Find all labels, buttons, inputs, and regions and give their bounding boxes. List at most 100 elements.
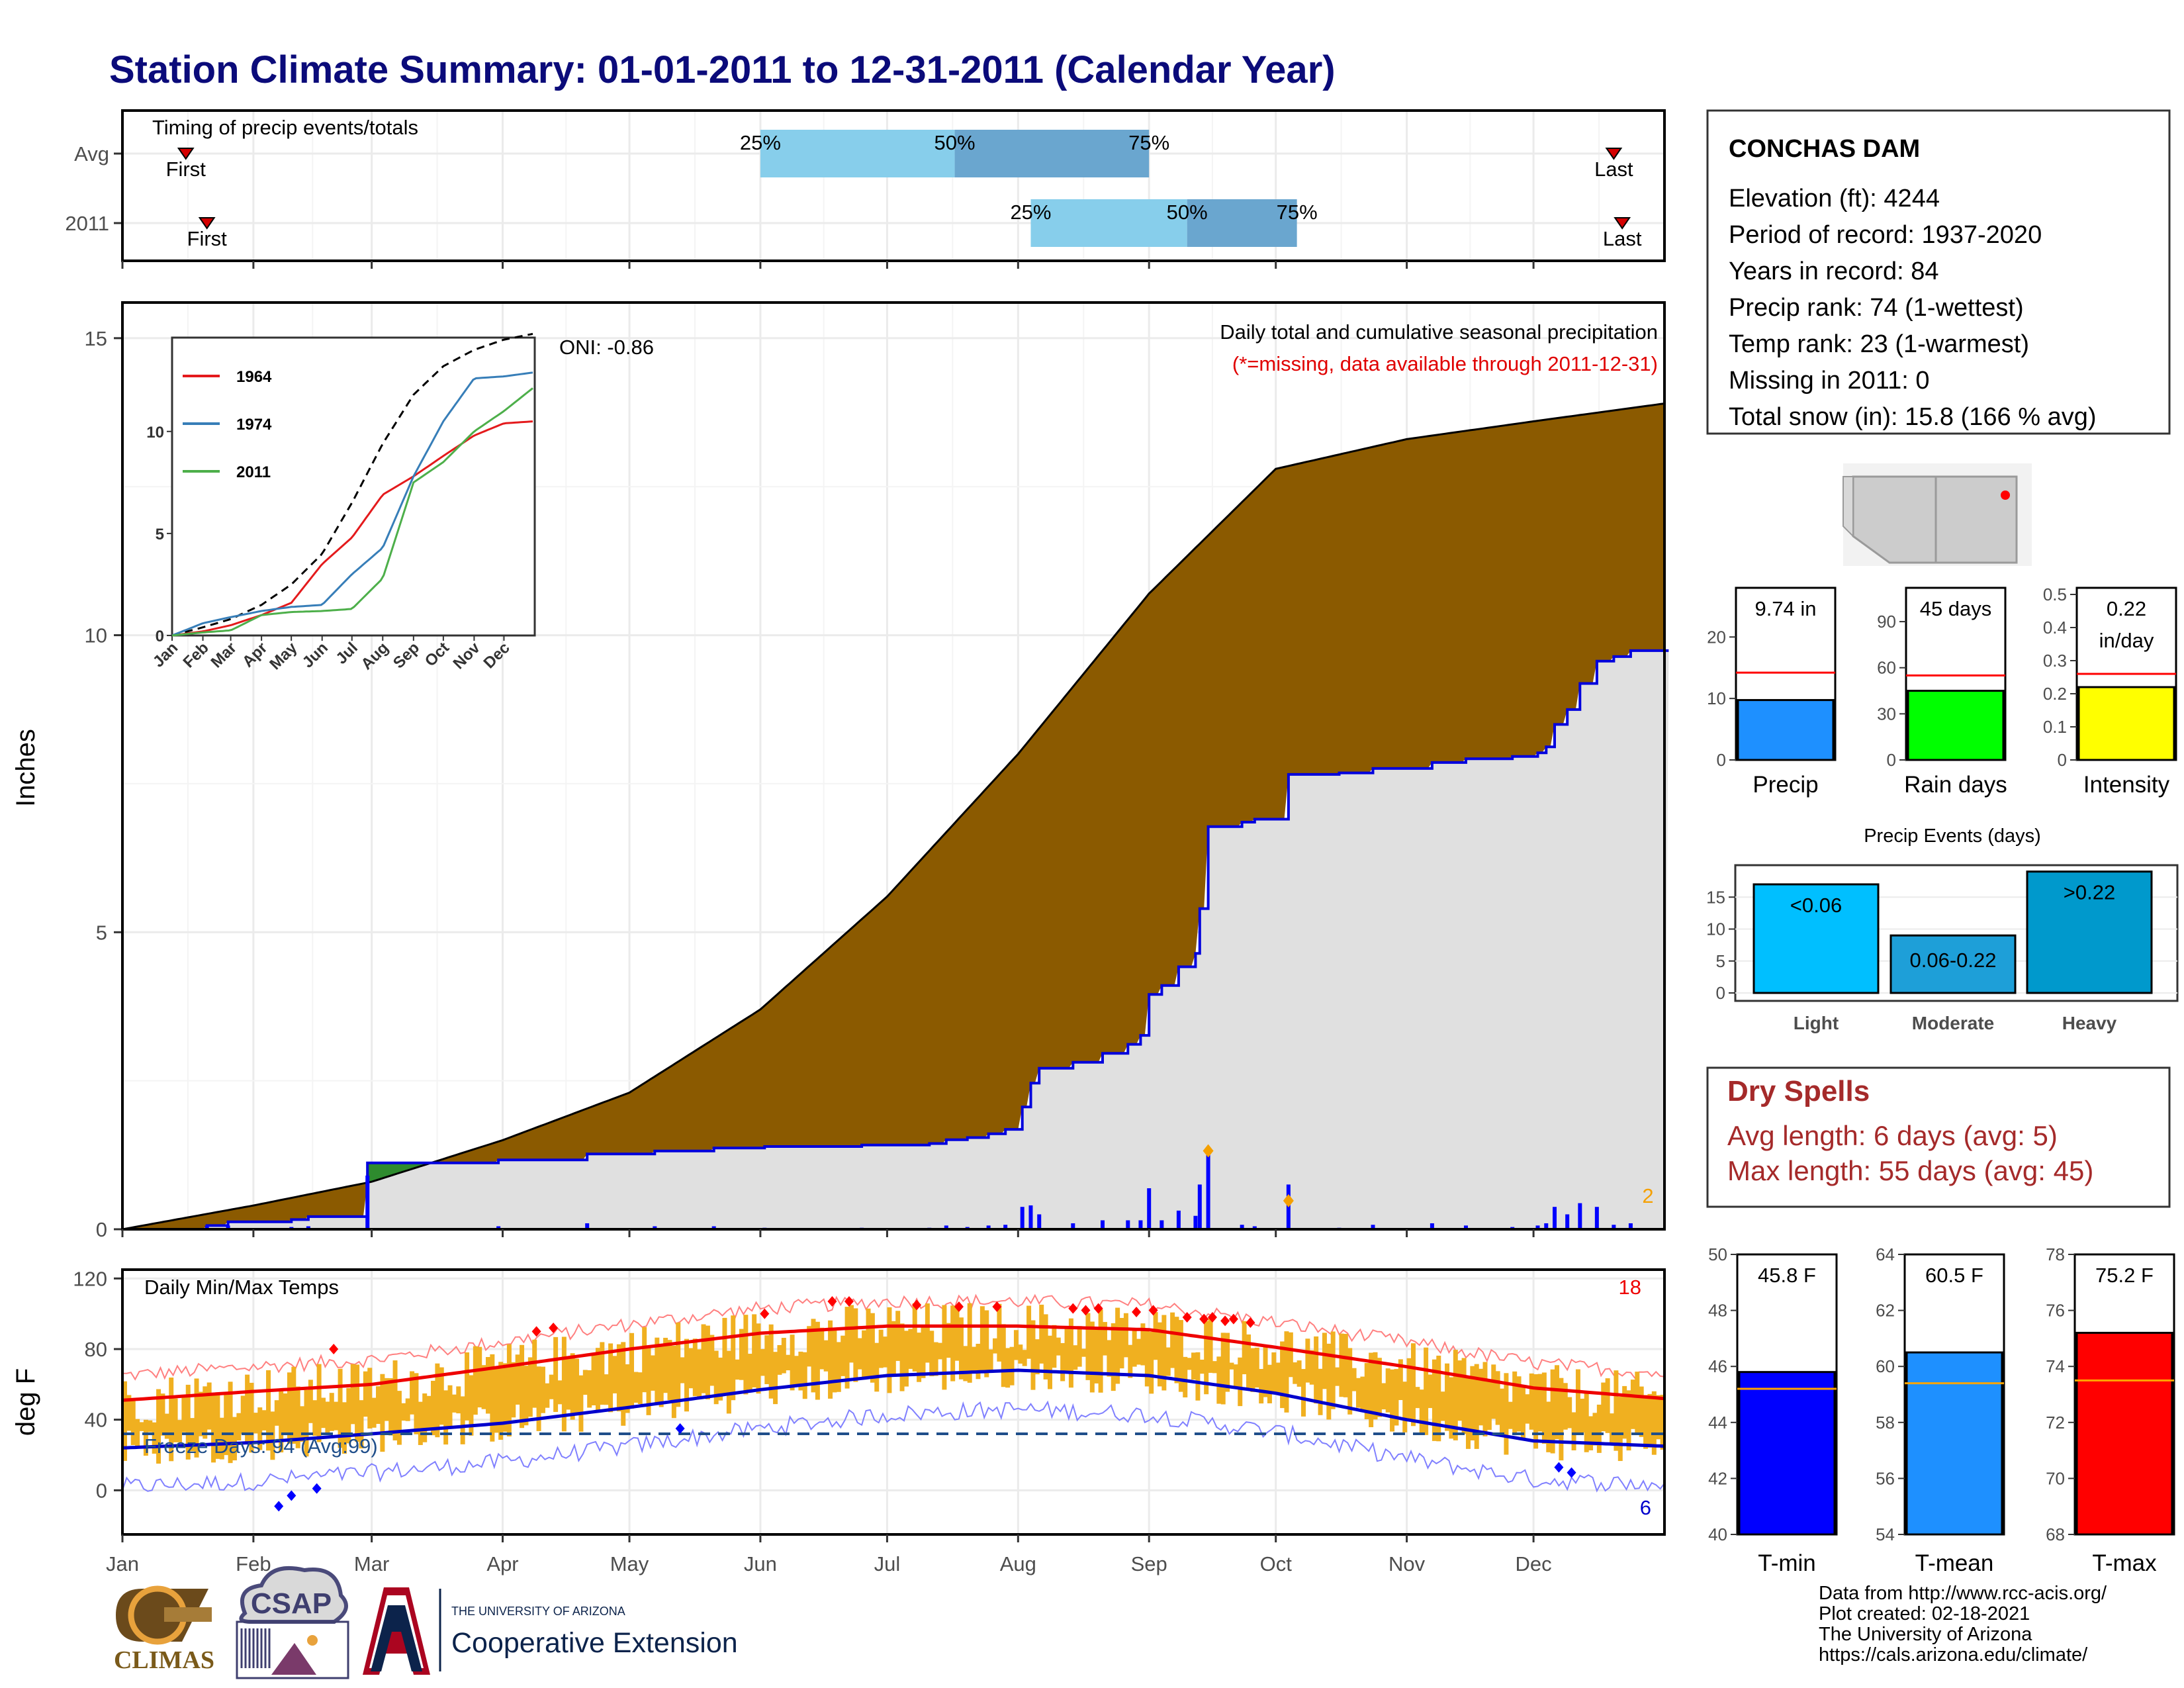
daily-temp-bar — [1402, 1382, 1408, 1432]
daily-temp-bar — [1284, 1331, 1289, 1413]
daily-temp-bar — [578, 1375, 584, 1432]
daily-temp-bar — [1009, 1346, 1015, 1385]
daily-precip-bar — [1147, 1188, 1152, 1229]
daily-temp-bar — [253, 1413, 258, 1434]
timing-q25-label: 25% — [740, 131, 781, 154]
csap-logo-frame — [236, 1620, 349, 1679]
daily-temp-bar — [270, 1411, 275, 1460]
daily-temp-bar — [697, 1349, 702, 1398]
daily-precip-bar — [1206, 1154, 1210, 1229]
daily-temp-bar — [460, 1396, 465, 1444]
daily-temp-bar — [490, 1354, 495, 1442]
daily-temp-bar — [1250, 1348, 1255, 1392]
daily-temp-bar — [1073, 1345, 1078, 1370]
daily-temp-bar — [561, 1336, 567, 1432]
daily-temp-bar — [1385, 1368, 1390, 1413]
temp-bar-y-tick-label: 64 — [1876, 1244, 1895, 1264]
daily-precip-bar — [306, 1226, 310, 1229]
daily-precip-bar — [226, 1225, 230, 1229]
summary-y-tick-label: 0.3 — [2043, 651, 2067, 671]
daily-temp-bar — [1068, 1318, 1073, 1388]
daily-temp-bar — [1555, 1365, 1560, 1440]
daily-temp-bar — [862, 1330, 867, 1378]
temp-bar-y-tick-label: 46 — [1708, 1356, 1727, 1376]
daily-temp-bar — [938, 1342, 943, 1360]
map-new-mexico — [1934, 475, 2018, 564]
daily-temp-bar — [1161, 1315, 1167, 1391]
precip-event-value-label: <0.06 — [1790, 894, 1842, 917]
record-low-marker — [675, 1423, 685, 1434]
daily-temp-bar — [148, 1420, 153, 1432]
timing-marker-label: Last — [1603, 227, 1642, 250]
daily-temp-bar — [338, 1368, 343, 1448]
daily-temp-bar — [1165, 1347, 1171, 1376]
daily-temp-bar — [979, 1306, 985, 1371]
record-high-marker — [760, 1308, 770, 1319]
inset-2011-line — [171, 387, 533, 637]
daily-temp-bar — [1178, 1320, 1183, 1392]
daily-temp-bar — [1060, 1342, 1066, 1382]
daily-temp-bar — [790, 1335, 795, 1391]
daily-temp-bar — [401, 1403, 406, 1421]
daily-temp-bar — [553, 1336, 559, 1412]
daily-precip-bar — [1628, 1223, 1633, 1229]
daily-temp-bar — [891, 1321, 896, 1377]
summary-y-tick-label: 0.2 — [2043, 684, 2067, 704]
daily-temp-bar — [261, 1410, 267, 1430]
daily-temp-bar — [1301, 1369, 1306, 1417]
daily-temp-bar — [1588, 1416, 1594, 1450]
daily-temp-bar — [650, 1355, 655, 1391]
daily-temp-bar — [1271, 1352, 1277, 1393]
daily-precip-bar — [1371, 1225, 1375, 1229]
record-high-marker — [531, 1326, 541, 1337]
daily-temp-bar — [126, 1395, 132, 1431]
daily-temp-bar — [308, 1380, 313, 1423]
daily-precip-bar — [986, 1225, 991, 1229]
record-high-line — [122, 1293, 1665, 1381]
summary-value-label: 0.22 — [2107, 597, 2146, 620]
daily-temp-bar — [756, 1323, 761, 1394]
daily-temp-bar — [1546, 1401, 1551, 1452]
daily-temp-bar — [684, 1338, 689, 1412]
inset-y-tick-label: 10 — [146, 424, 164, 442]
daily-temp-bar — [1419, 1389, 1424, 1434]
daily-temp-bar — [1085, 1313, 1091, 1380]
summary-bar-name: Precip — [1752, 772, 1818, 798]
daily-temp-bar — [591, 1353, 596, 1406]
x-tick-label: Mar — [354, 1552, 389, 1575]
daily-temp-bar — [1592, 1413, 1598, 1446]
daily-temp-bar — [976, 1343, 981, 1380]
daily-temp-bar — [447, 1385, 453, 1428]
freeze-days-label: Freeze Days: 94 (Avg:99) — [144, 1434, 378, 1458]
temp-y-axis-label: deg F — [11, 1368, 40, 1436]
precip-events-y-tick-label: 0 — [1716, 983, 1725, 1003]
station-info-line: Period of record: 1937-2020 — [1729, 221, 2042, 249]
daily-temp-bar — [363, 1371, 368, 1417]
daily-temp-bar — [1486, 1381, 1492, 1430]
temp-bar-name: T-max — [2092, 1550, 2157, 1576]
x-tick-label: Nov — [1388, 1552, 1426, 1575]
daily-temp-bar — [616, 1344, 621, 1412]
daily-temp-bar — [1132, 1329, 1137, 1367]
daily-temp-bar — [350, 1364, 355, 1425]
footer-line: Data from http://www.rcc-acis.org/ — [1819, 1583, 2107, 1604]
footer-credits: Data from http://www.rcc-acis.org/ Plot … — [1819, 1583, 2107, 1665]
daily-precip-bar — [496, 1226, 501, 1229]
summary-bar — [2077, 686, 2175, 761]
daily-temp-bar — [494, 1368, 499, 1433]
temp-y-tick-label: 80 — [85, 1338, 107, 1361]
daily-precip-bar — [1028, 1205, 1033, 1229]
daily-temp-bar — [266, 1370, 271, 1451]
daily-temp-bar — [1128, 1344, 1133, 1378]
daily-temp-bar — [156, 1389, 161, 1464]
daily-temp-bar — [1030, 1320, 1036, 1390]
daily-temp-bar — [1034, 1339, 1040, 1375]
daily-temp-bar — [523, 1366, 529, 1426]
daily-temp-bar — [705, 1325, 710, 1399]
daily-temp-bar — [228, 1382, 233, 1464]
daily-precip-bar — [1037, 1214, 1042, 1229]
daily-precip-bar — [1535, 1225, 1540, 1229]
daily-temp-bar — [1491, 1364, 1496, 1419]
inset-y-tick-label: 5 — [156, 526, 164, 543]
daily-temp-bar — [1428, 1374, 1433, 1409]
